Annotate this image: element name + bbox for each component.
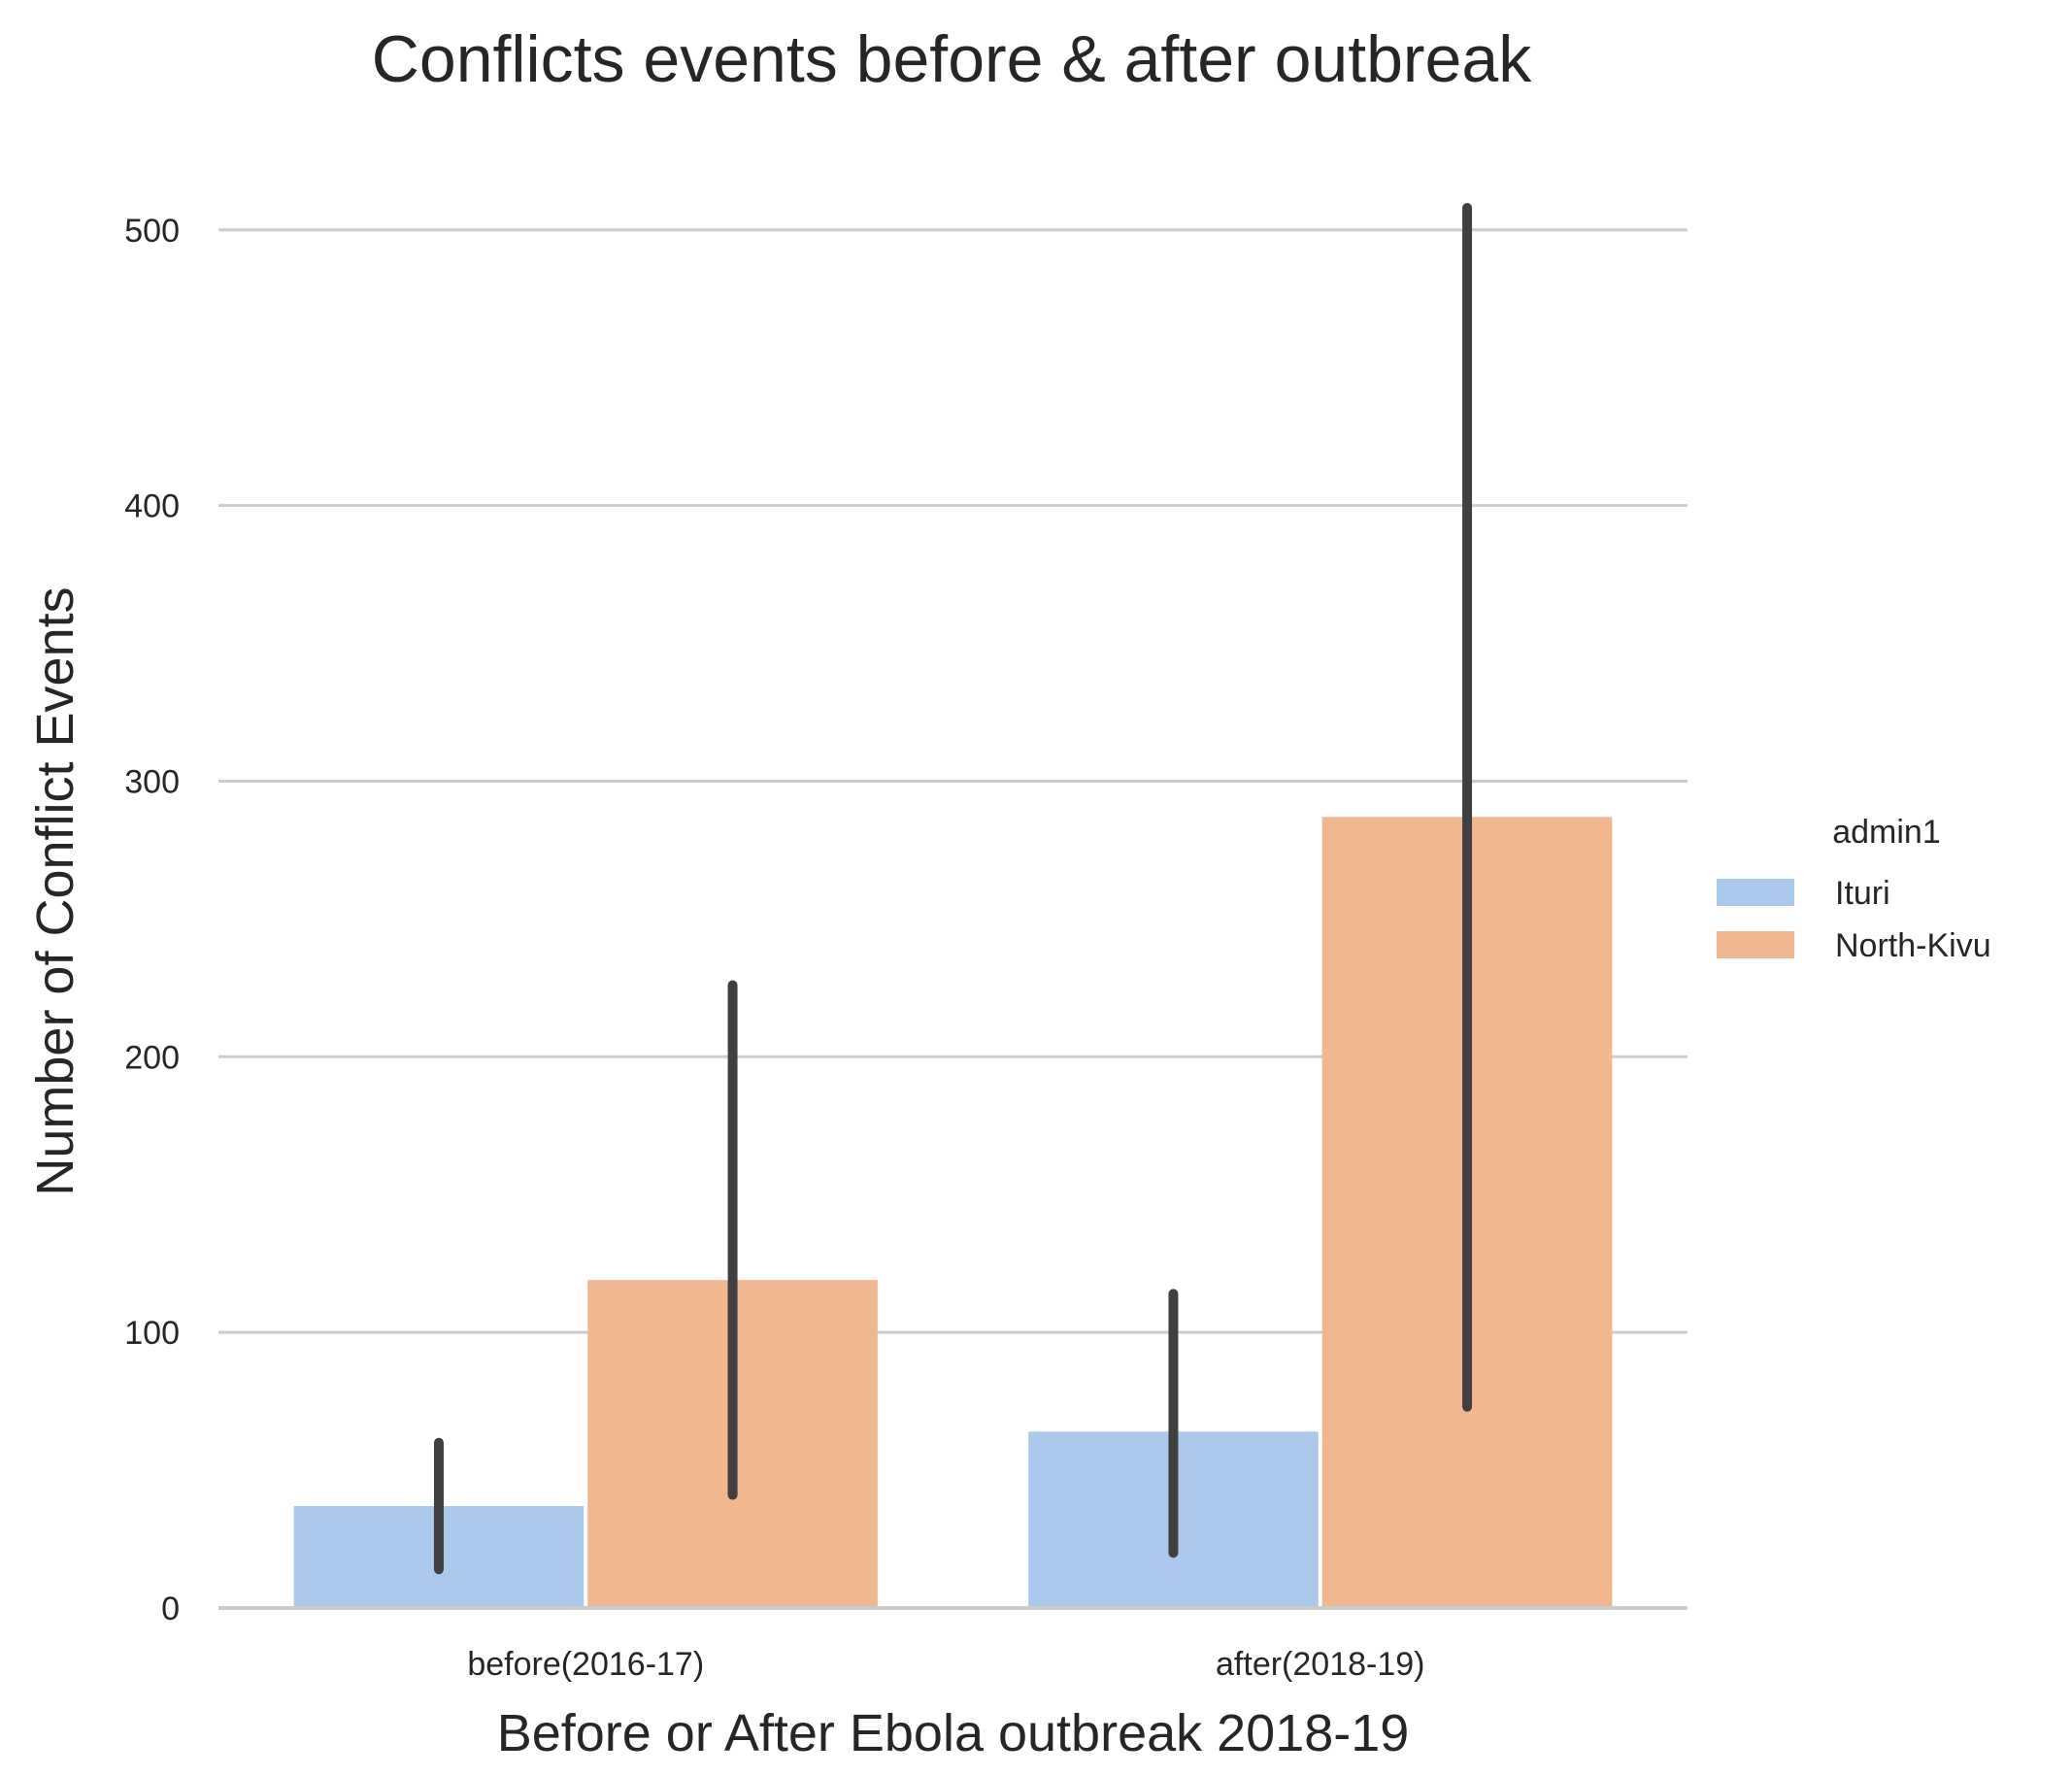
legend: admin1 Ituri North-Kivu (1717, 814, 1991, 964)
x-tick-labels: before(2016-17) after(2018-19) (467, 1646, 1424, 1683)
x-axis-label: Before or After Ebola outbreak 2018-19 (497, 1704, 1410, 1762)
bars (293, 817, 1613, 1608)
legend-swatch-ituri (1717, 879, 1794, 906)
legend-items: Ituri North-Kivu (1717, 875, 1991, 964)
y-tick-label: 400 (124, 488, 180, 525)
y-tick-label: 200 (124, 1039, 180, 1076)
legend-label-north-kivu: North-Kivu (1835, 927, 1991, 964)
y-tick-label: 100 (124, 1315, 180, 1352)
x-tick-label: before(2016-17) (467, 1646, 704, 1683)
y-axis-label: Number of Conflict Events (26, 586, 84, 1195)
x-tick-label: after(2018-19) (1216, 1646, 1424, 1683)
legend-title: admin1 (1832, 814, 1941, 851)
y-tick-label: 300 (124, 763, 180, 800)
y-tick-label: 0 (161, 1591, 180, 1627)
y-tick-label: 500 (124, 213, 180, 250)
chart-title: Conflicts events before & after outbreak (371, 22, 1532, 96)
legend-label-ituri: Ituri (1835, 875, 1890, 912)
legend-swatch-north-kivu (1717, 931, 1794, 958)
y-tick-labels: 0 100 200 300 400 500 (124, 213, 180, 1627)
error-bars (433, 203, 1473, 1575)
